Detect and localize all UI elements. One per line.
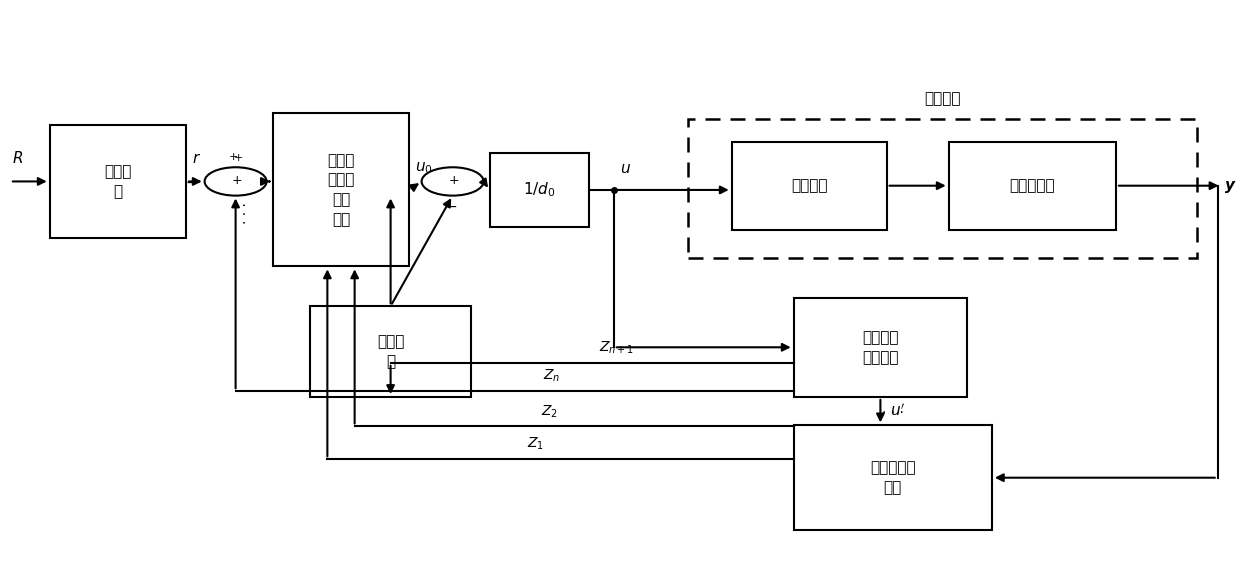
Bar: [732, 142, 887, 230]
Text: +: +: [233, 153, 243, 163]
Bar: [949, 142, 1116, 230]
Text: $u$: $u$: [620, 161, 631, 176]
Text: +: +: [449, 175, 459, 187]
Bar: [50, 125, 186, 238]
Text: · · ·: · · ·: [882, 405, 904, 420]
Text: 不确定部分: 不确定部分: [1009, 178, 1055, 193]
Text: $Z_1$: $Z_1$: [527, 436, 544, 452]
Text: $Z_2$: $Z_2$: [541, 403, 558, 420]
Text: R: R: [12, 151, 24, 166]
Text: r: r: [192, 151, 198, 166]
Text: 确定部分: 确定部分: [791, 178, 827, 193]
Bar: [310, 306, 471, 397]
Text: $Z_{n+1}$: $Z_{n+1}$: [599, 340, 635, 356]
Text: $u'$: $u'$: [890, 403, 905, 420]
Bar: [490, 153, 589, 227]
Text: +: +: [232, 175, 242, 187]
Text: $Z_n$: $Z_n$: [543, 368, 560, 384]
Circle shape: [422, 167, 484, 196]
Bar: [273, 113, 409, 266]
Text: $1/d_0$: $1/d_0$: [523, 181, 556, 199]
Text: −: −: [186, 176, 197, 189]
Bar: [794, 425, 992, 530]
Text: 被控对象: 被控对象: [924, 92, 961, 107]
Bar: [794, 298, 967, 397]
Text: +: +: [228, 151, 238, 162]
Text: 过渡过
程: 过渡过 程: [104, 164, 131, 199]
Text: 扩张状态观
测器: 扩张状态观 测器: [870, 460, 915, 495]
Bar: [688, 119, 1197, 258]
Circle shape: [205, 167, 267, 196]
Text: y: y: [1225, 178, 1235, 193]
Text: · · ·: · · ·: [238, 202, 253, 223]
Text: −: −: [445, 200, 458, 214]
Text: 控制器
（反馈
控制
律）: 控制器 （反馈 控制 律）: [327, 153, 355, 227]
Text: 求逆模
块: 求逆模 块: [377, 334, 404, 369]
Text: $u_0$: $u_0$: [415, 160, 433, 176]
Text: 确定模型
建立模块: 确定模型 建立模块: [862, 330, 899, 365]
